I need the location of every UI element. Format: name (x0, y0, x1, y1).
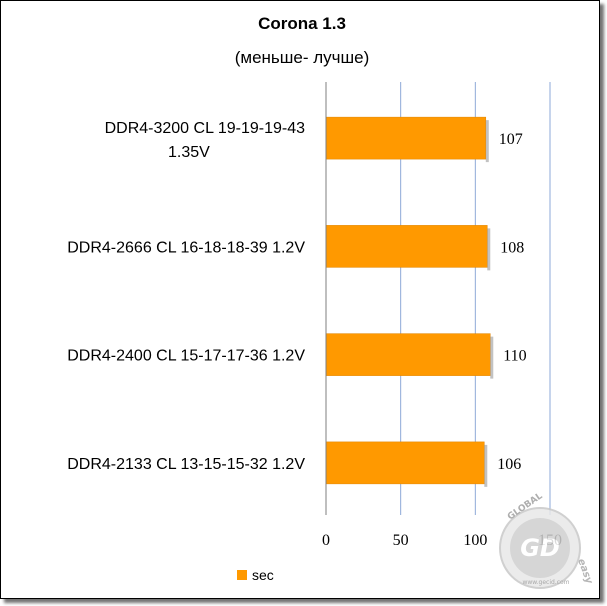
bar-3 (325, 333, 491, 376)
bar-2 (325, 225, 488, 268)
watermark-easy: easy (575, 557, 594, 586)
category-label-1-line-2: 1.35V (168, 144, 210, 161)
x-tick-label-50: 50 (393, 532, 409, 549)
watermark-site: www.gecid.com (522, 579, 569, 586)
chart-title: Corona 1.3 (258, 14, 346, 33)
x-tick-label-100: 100 (463, 532, 487, 549)
bar-1 (325, 116, 487, 160)
watermark-logo: GLOBAL GD easy www.gecid.com (499, 491, 595, 589)
bar-shadow-2 (487, 228, 491, 271)
category-label-2: DDR4-2666 CL 16-18-18-39 1.2V (67, 239, 305, 256)
legend-label-sec: sec (252, 567, 274, 583)
category-label-4: DDR4-2133 CL 13-15-15-32 1.2V (67, 456, 305, 473)
bar-value-label-2: 108 (500, 239, 524, 256)
chart-subtitle: (меньше- лучше) (235, 48, 370, 67)
x-tick-label-0: 0 (322, 532, 330, 549)
legend: sec (237, 567, 274, 583)
bar-4 (325, 441, 485, 485)
bar-shadow-3 (490, 336, 494, 379)
bar-value-label-4: 106 (497, 456, 521, 473)
bar-shadow-1 (485, 120, 489, 163)
category-label-1-line-1: DDR4-3200 CL 19-19-19-43 (105, 120, 306, 137)
bar-value-label-1: 107 (499, 131, 523, 148)
legend-swatch-sec (237, 570, 247, 580)
watermark-gd: GD (520, 534, 560, 562)
chart-frame (0, 0, 600, 599)
category-label-3: DDR4-2400 CL 15-17-17-36 1.2V (67, 348, 305, 365)
bar-value-label-3: 110 (503, 348, 526, 365)
bar-shadow-4 (484, 444, 488, 487)
